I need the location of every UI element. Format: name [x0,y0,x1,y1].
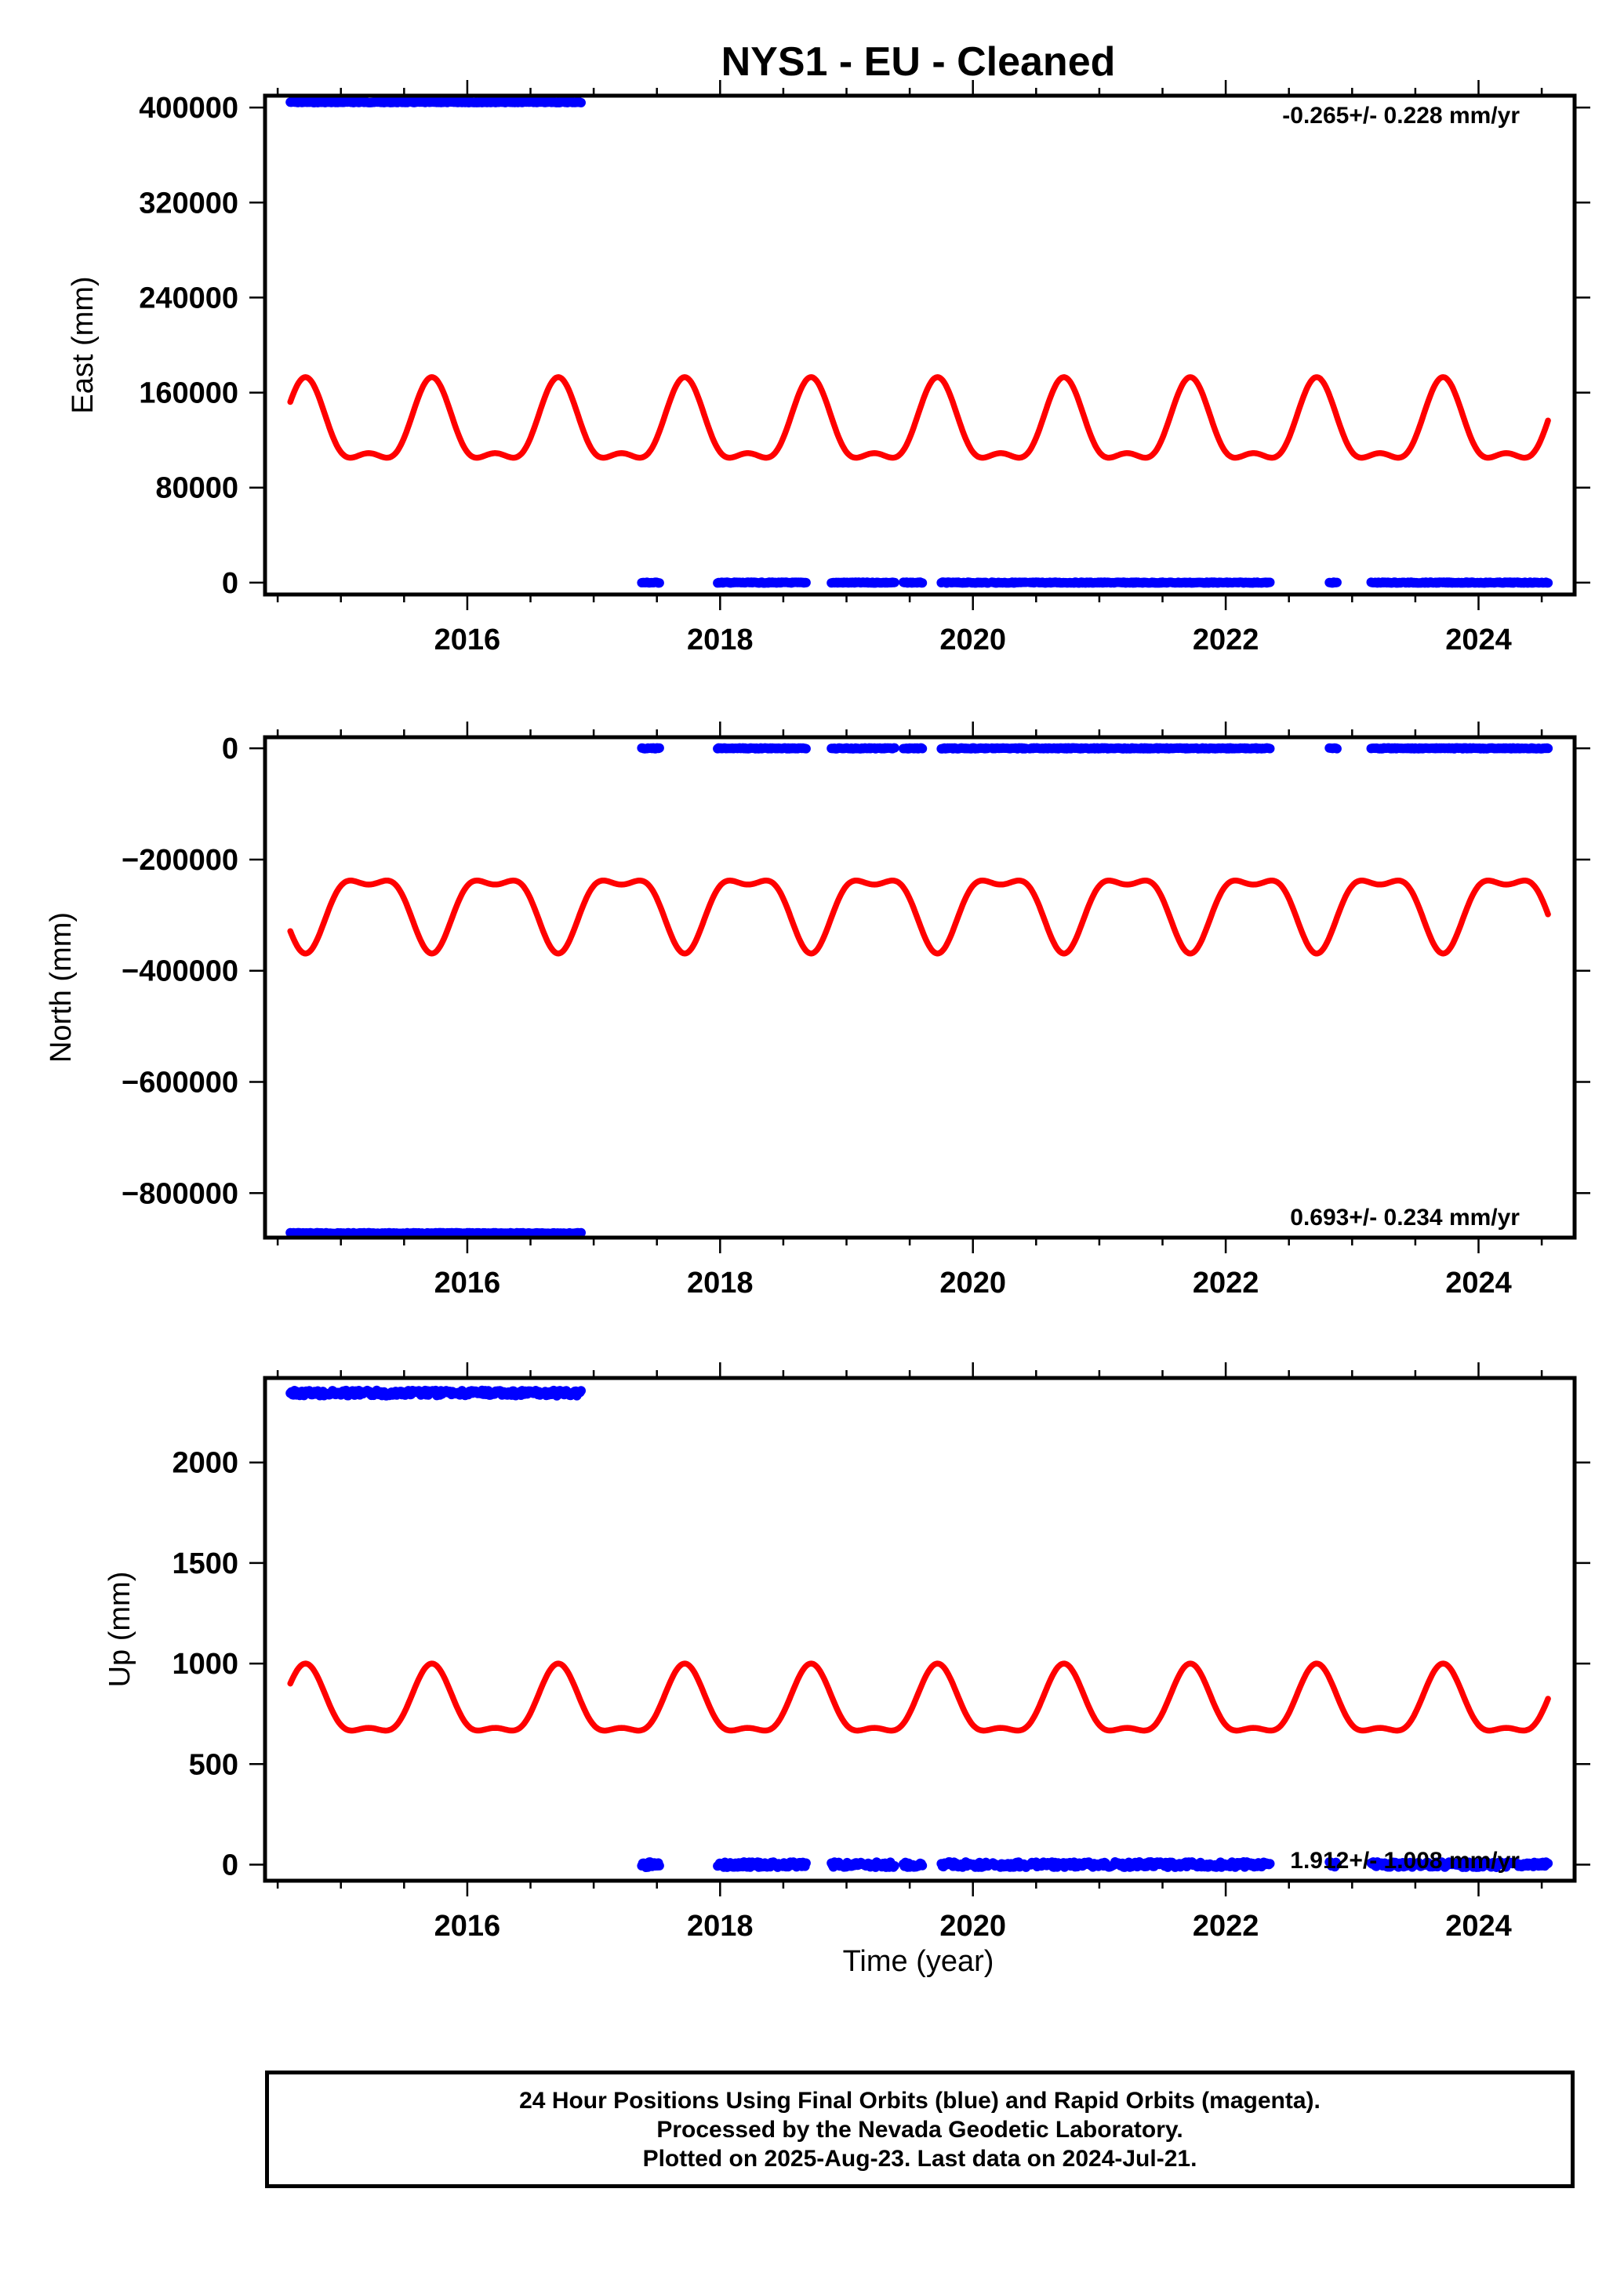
data-point [654,1860,664,1871]
velocity-annotation: 0.693+/- 0.234 mm/yr [1290,1205,1520,1231]
y-tick-label: −800000 [122,1177,238,1210]
x-tick-label: 2016 [434,1910,501,1943]
footer-line-2: Processed by the Nevada Geodetic Laborat… [656,2116,1183,2143]
y-tick-label: 1000 [172,1648,238,1681]
plot-frame [263,1376,1577,1883]
y-axis-label: Up (mm) [104,1572,136,1688]
x-tick-label: 2018 [687,1910,754,1943]
y-tick-label: 2000 [172,1447,238,1480]
x-tick-label: 2024 [1445,1267,1512,1300]
data-point [654,743,664,753]
x-tick-label: 2018 [687,1267,754,1300]
plot-area [285,743,1553,1238]
y-tick-label: 500 [189,1748,238,1781]
data-point [889,577,899,587]
data-point [576,97,586,107]
data-point [917,578,928,588]
data-point [801,1858,811,1868]
x-tick-label: 2024 [1445,624,1512,656]
data-point [1265,577,1275,587]
y-axis-label: East (mm) [67,276,100,413]
x-tick-label: 2022 [1193,624,1259,656]
x-tick-label: 2020 [939,1910,1006,1943]
x-tick-label: 2024 [1445,1910,1512,1943]
y-tick-label: 400000 [139,92,238,125]
plot-area [285,96,1553,588]
footer-caption-box: 24 Hour Positions Using Final Orbits (bl… [265,2071,1575,2188]
y-tick-label: −400000 [122,955,238,988]
data-point [1332,744,1342,754]
data-point [576,1227,586,1238]
panel-up: 2016 2018 2020 2022 2024 0 500 1000 1500 2000 Up (… [104,1362,1590,1943]
x-tick-label: 2020 [939,1267,1006,1300]
y-tick-label: 0 [222,733,238,765]
x-tick-label: 2022 [1193,1267,1259,1300]
panel-north: 2016 2018 2020 2022 2024 0 −200000 −400000 −6000… [45,722,1590,1300]
y-tick-label: 80000 [155,472,238,505]
x-tick-label: 2018 [687,624,754,656]
data-point [917,1860,928,1871]
seasonal-fit-curve [287,374,1551,461]
data-point [576,1386,586,1396]
x-tick-label: 2022 [1193,1910,1259,1943]
footer-line-1: 24 Hour Positions Using Final Orbits (bl… [519,2087,1321,2114]
data-point [801,577,811,587]
plot-frame [263,735,1577,1240]
data-point [1332,577,1342,587]
velocity-annotation: 1.912+/- 1.008 mm/yr [1290,1848,1520,1874]
x-tick-label: 2016 [434,1267,501,1300]
data-point [917,744,928,754]
data-point [1332,1859,1342,1869]
plot-frame [263,93,1577,597]
data-point [1265,744,1275,754]
x-tick-label: 2020 [939,624,1006,656]
seasonal-fit-curve [287,1660,1551,1734]
y-tick-label: 1500 [172,1547,238,1580]
data-point [801,744,811,754]
y-axis-label: North (mm) [45,912,78,1063]
data-point [1543,1858,1553,1868]
data-point [1543,744,1553,754]
velocity-annotation: -0.265+/- 0.228 mm/yr [1282,103,1520,129]
y-tick-label: 0 [222,1849,238,1882]
seasonal-fit-curve [287,877,1551,957]
data-point [889,743,899,753]
y-tick-label: 320000 [139,187,238,220]
data-point [1543,578,1553,588]
footer-line-3: Plotted on 2025-Aug-23. Last data on 202… [642,2145,1197,2172]
y-tick-label: 240000 [139,282,238,314]
data-point [1265,1859,1275,1869]
chart-title: NYS1 - EU - Cleaned [721,39,1116,85]
x-tick-label: 2016 [434,624,501,656]
plot-area [285,1385,1553,1872]
data-point [889,1861,899,1871]
data-point [654,578,664,588]
y-tick-label: −200000 [122,844,238,877]
x-axis-label: Time (year) [843,1945,994,1978]
y-tick-label: −600000 [122,1067,238,1100]
panel-east: 2016 2018 2020 2022 2024 0 80000 160000 240000 32… [67,80,1590,656]
y-tick-label: 160000 [139,377,238,410]
y-tick-label: 0 [222,567,238,600]
